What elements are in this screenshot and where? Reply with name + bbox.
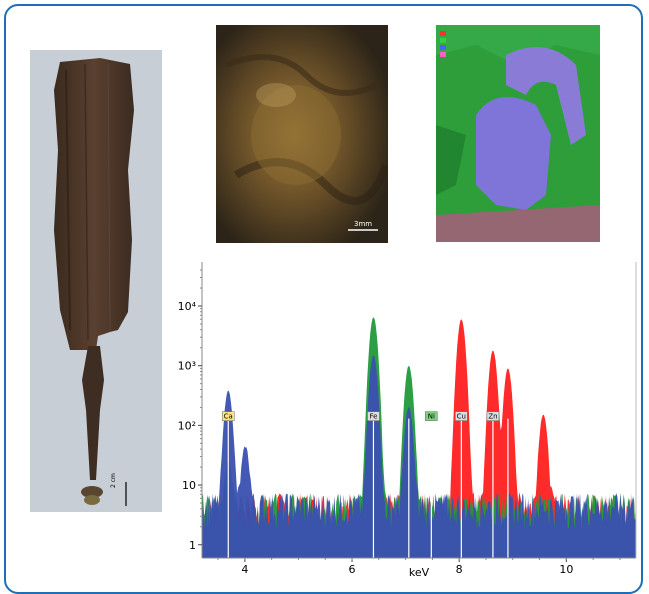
peak-label-ni: Ni — [425, 411, 438, 421]
corrosion-image — [216, 25, 388, 243]
x-tick-label: 6 — [349, 563, 356, 576]
knife-image — [30, 50, 162, 512]
corrosion-closeup-photo: 3mm — [216, 25, 388, 243]
label-layer: Ca Fe Ni Cu Zn — [222, 411, 500, 421]
y-tick-label: 1 — [189, 539, 196, 552]
peak-label-text: Zn — [488, 413, 497, 421]
knife-scale-label: 2 cm — [110, 473, 117, 488]
x-tick-label: 10 — [559, 563, 573, 576]
legend-swatch-red — [440, 31, 446, 36]
peak-label-zn: Zn — [486, 411, 500, 421]
knife-photo: 2 cm — [30, 50, 162, 512]
edx-spectrum-chart: Ca Fe Ni Cu Zn 1 10 10² 10³ 10⁴ 4 6 8 10 keV — [178, 262, 637, 579]
x-tick-label: 8 — [456, 563, 463, 576]
axis-layer: 1 10 10² 10³ 10⁴ 4 6 8 10 — [178, 262, 637, 576]
series-layer — [202, 317, 636, 558]
peak-label-text: Ca — [224, 413, 233, 421]
peak-label-text: Cu — [457, 413, 466, 421]
y-tick-label: 10⁴ — [178, 300, 197, 313]
peak-label-text: Fe — [369, 413, 377, 421]
y-tick-label: 10³ — [178, 360, 196, 373]
x-tick-label: 4 — [241, 563, 248, 576]
y-tick-label: 10 — [182, 479, 196, 492]
legend-swatch-blue — [440, 45, 446, 50]
peak-label-ca: Ca — [222, 411, 235, 421]
series-area-1 — [202, 317, 636, 558]
y-tick-label: 10² — [178, 419, 196, 432]
peak-label-fe: Fe — [367, 411, 380, 421]
x-axis-title: keV — [409, 566, 430, 579]
edx-map-image — [436, 25, 600, 242]
edx-element-map — [436, 25, 600, 242]
peak-label-cu: Cu — [455, 411, 468, 421]
legend-swatch-green — [440, 38, 446, 43]
series-area-2 — [202, 355, 636, 558]
corrosion-scale-label: 3mm — [354, 220, 373, 228]
peak-label-text: Ni — [428, 413, 435, 421]
marker-layer — [227, 418, 509, 558]
legend-swatch-pink — [440, 52, 446, 57]
